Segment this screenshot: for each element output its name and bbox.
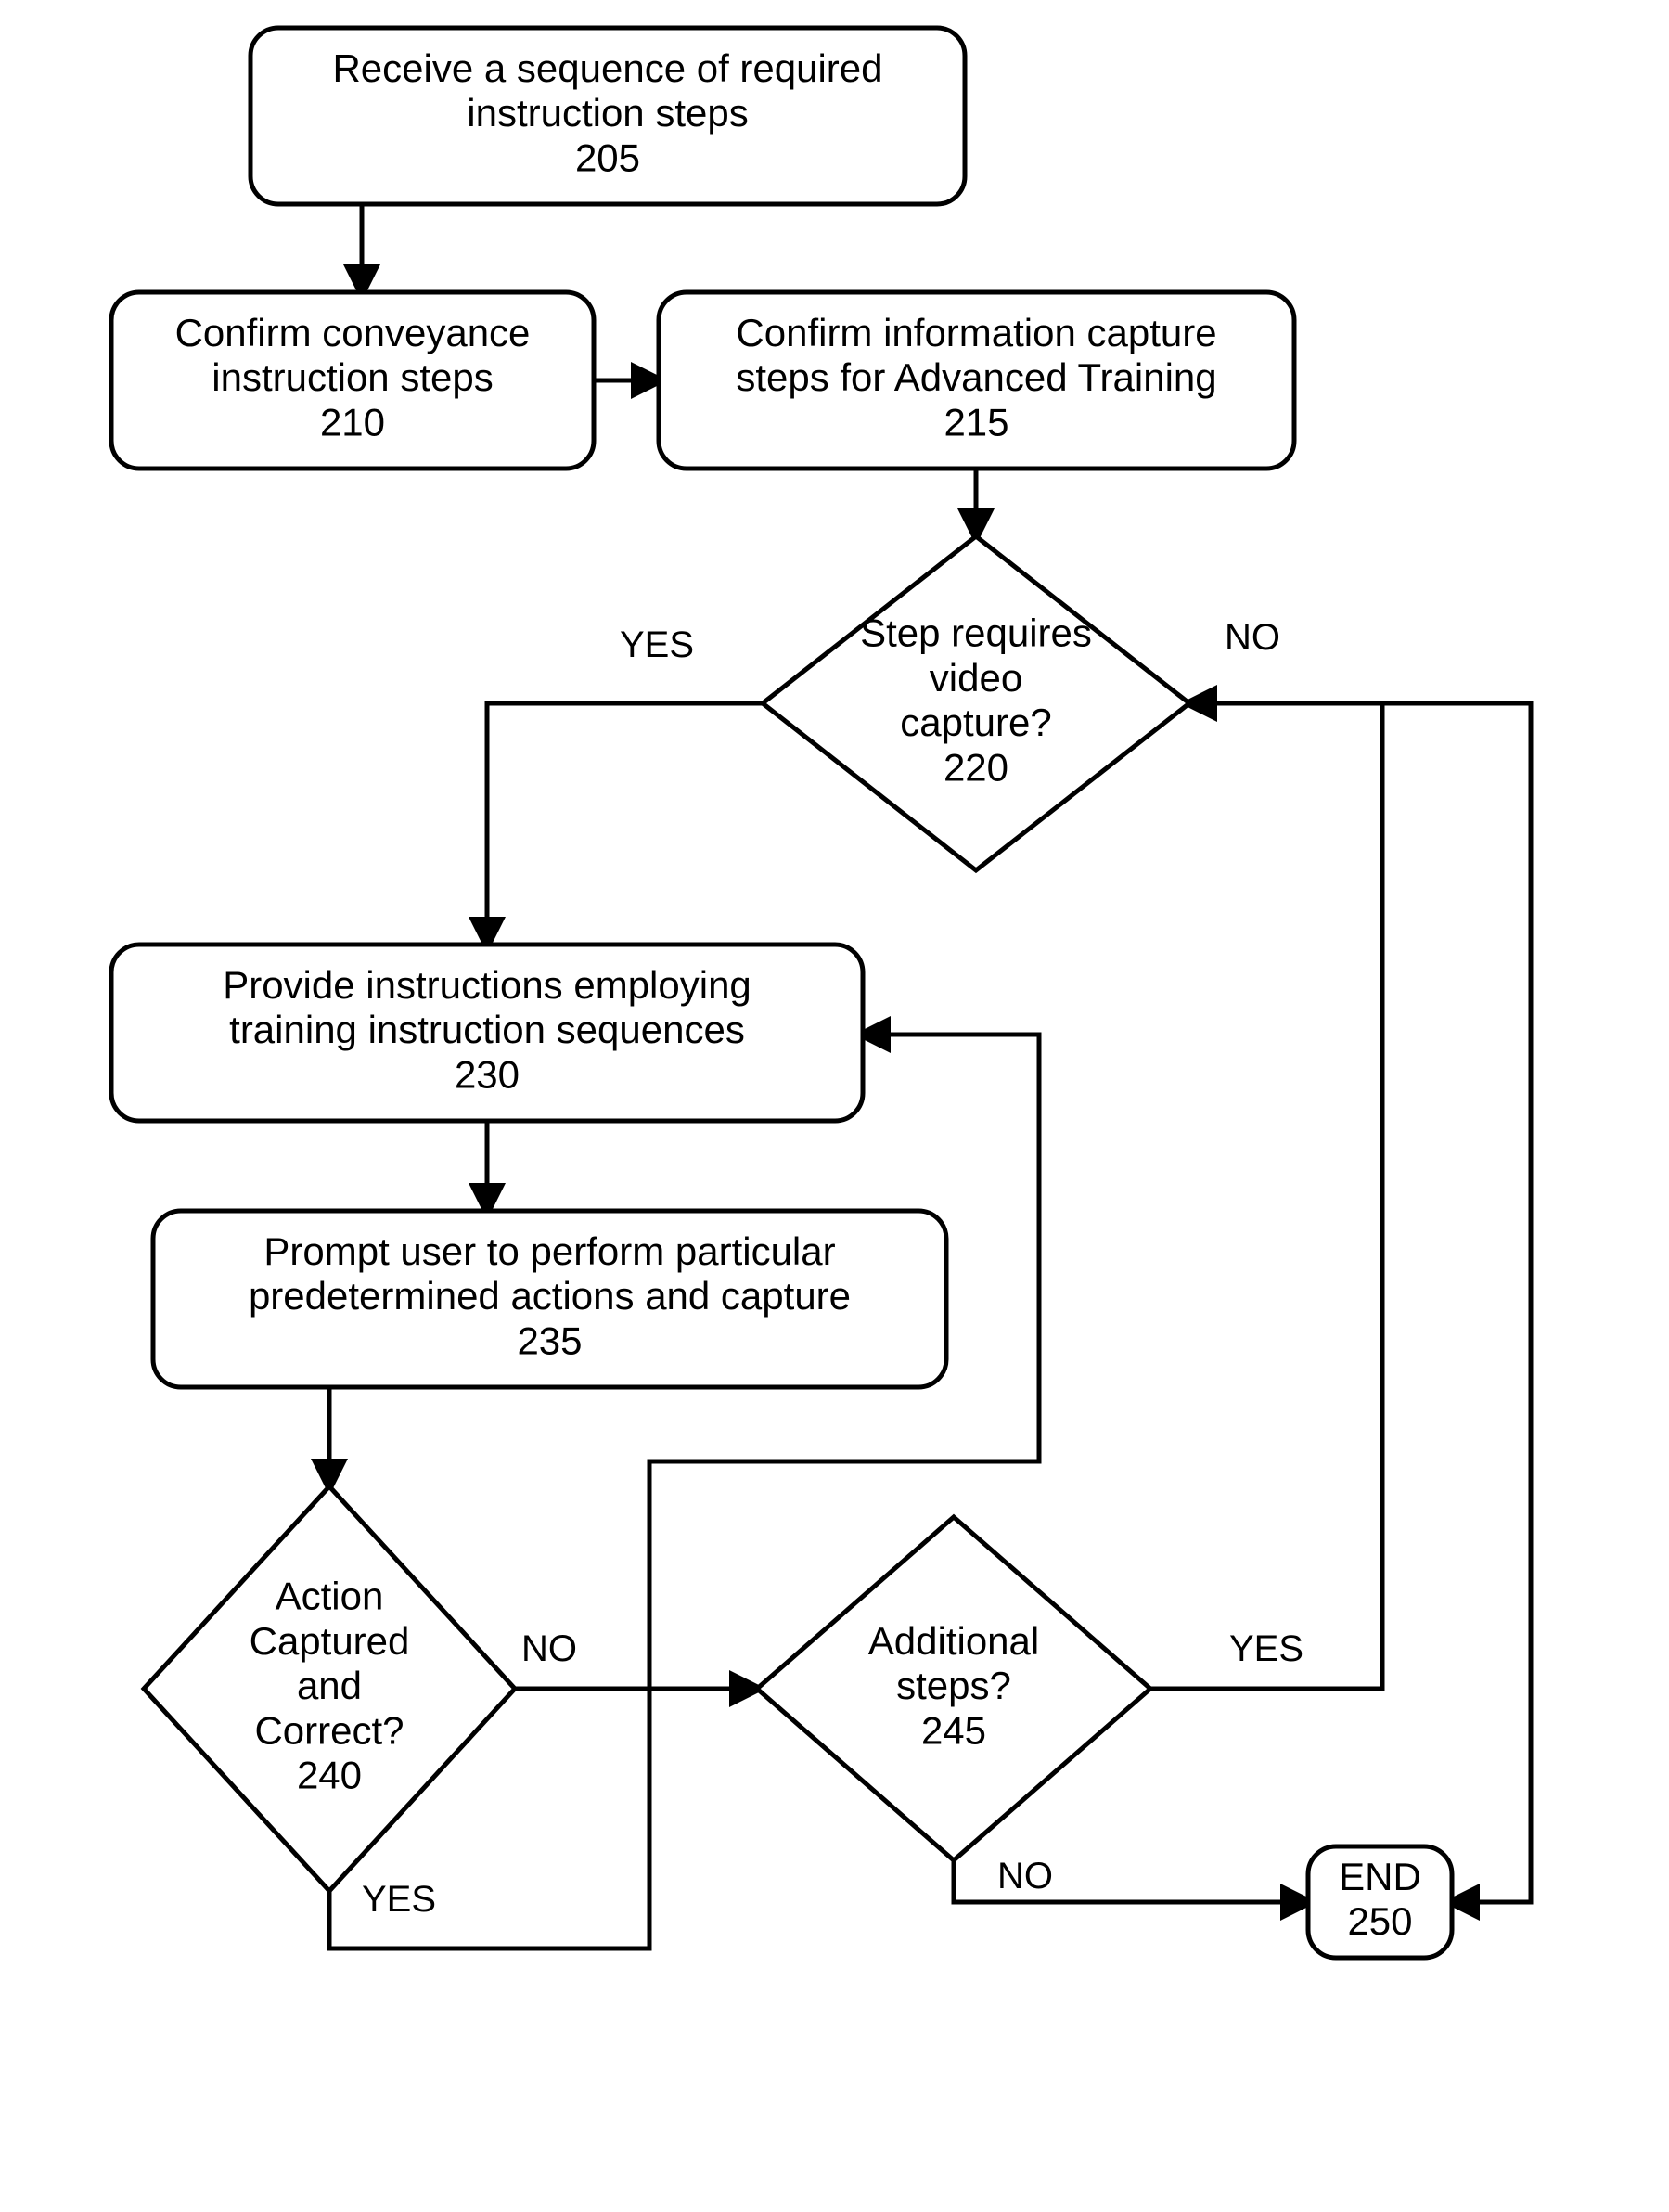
node-text: video — [930, 656, 1022, 700]
node-n220: Step requiresvideocapture?220 — [763, 536, 1189, 870]
node-text: training instruction sequences — [229, 1008, 745, 1051]
flowchart-diagram: Receive a sequence of requiredinstructio… — [0, 0, 1669, 2212]
node-n250: END250 — [1308, 1846, 1452, 1958]
node-text: 210 — [320, 400, 385, 444]
node-text: Step requires — [860, 611, 1092, 655]
edge-label: NO — [521, 1628, 577, 1669]
node-text: Action — [276, 1574, 384, 1617]
node-n210: Confirm conveyanceinstruction steps210 — [111, 292, 594, 469]
edge-e220-no-250 — [1189, 703, 1531, 1902]
node-text: Correct? — [254, 1708, 404, 1752]
node-text: predetermined actions and capture — [249, 1274, 851, 1318]
edge-e245-yes-220 — [1150, 703, 1382, 1689]
node-n205: Receive a sequence of requiredinstructio… — [250, 28, 965, 204]
edge-label: NO — [1225, 617, 1280, 658]
edge-label: NO — [997, 1856, 1053, 1897]
node-text: 215 — [944, 400, 1008, 444]
node-text: capture? — [900, 701, 1051, 744]
node-text: 240 — [297, 1754, 362, 1797]
node-text: instruction steps — [212, 355, 493, 399]
node-text: 230 — [455, 1052, 520, 1096]
node-text: 220 — [944, 746, 1008, 790]
node-n230: Provide instructions employingtraining i… — [111, 945, 863, 1121]
node-n235: Prompt user to perform particularpredete… — [153, 1211, 946, 1387]
node-text: steps? — [896, 1664, 1011, 1707]
node-text: Confirm information capture — [736, 311, 1216, 354]
node-text: Confirm conveyance — [175, 311, 531, 354]
node-text: 235 — [517, 1318, 582, 1362]
node-text: Captured — [250, 1619, 410, 1663]
edge-label: YES — [620, 624, 694, 665]
node-text: Receive a sequence of required — [332, 46, 882, 90]
node-text: 250 — [1347, 1899, 1412, 1943]
node-text: 245 — [921, 1708, 986, 1752]
node-text: steps for Advanced Training — [736, 355, 1216, 399]
node-text: Additional — [868, 1619, 1039, 1663]
node-text: Provide instructions employing — [223, 963, 751, 1007]
node-text: Prompt user to perform particular — [263, 1229, 835, 1273]
edge-e220-yes-230 — [487, 703, 763, 945]
node-n215: Confirm information capturesteps for Adv… — [659, 292, 1294, 469]
edge-label: YES — [1229, 1628, 1303, 1669]
node-n240: ActionCapturedandCorrect?240 — [144, 1486, 515, 1891]
node-text: and — [297, 1664, 362, 1707]
node-text: END — [1339, 1855, 1421, 1898]
node-text: instruction steps — [467, 91, 748, 135]
node-text: 205 — [575, 135, 640, 179]
edge-label: YES — [362, 1879, 436, 1920]
node-n245: Additionalsteps?245 — [757, 1517, 1150, 1860]
